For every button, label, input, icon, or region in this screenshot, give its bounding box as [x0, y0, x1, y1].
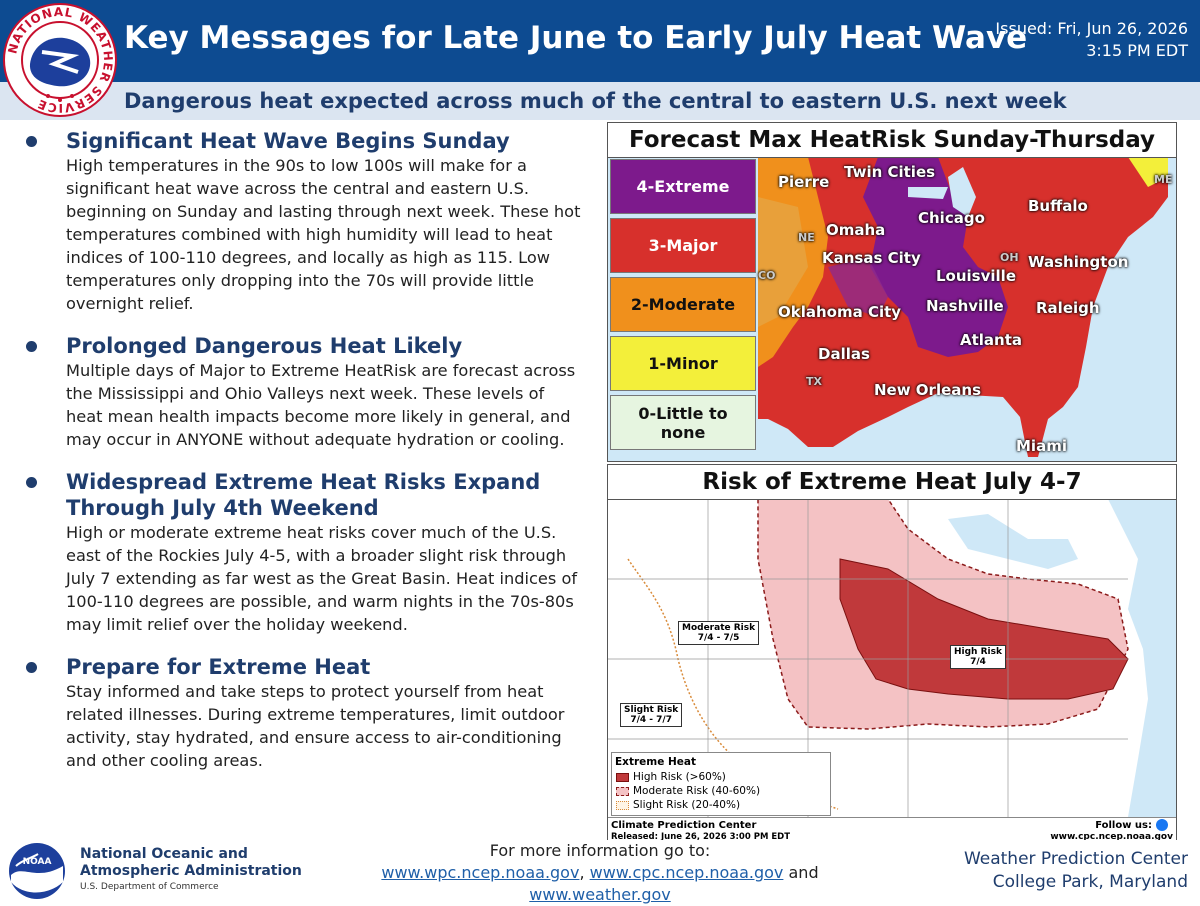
- legend-major: 3-Major: [610, 218, 756, 273]
- link-and: and: [788, 863, 819, 882]
- page-subtitle: Dangerous heat expected across much of t…: [124, 89, 1067, 113]
- key-message-2: Prolonged Dangerous Heat Likely Multiple…: [22, 333, 582, 451]
- page-title: Key Messages for Late June to Early July…: [124, 20, 1028, 56]
- legend-label: Slight Risk (20-40%): [633, 799, 741, 811]
- city-label: Omaha: [826, 221, 886, 239]
- noaa-department: U.S. Department of Commerce: [80, 882, 219, 892]
- wpc-city: College Park, Maryland: [992, 872, 1188, 892]
- state-label: ME: [1154, 173, 1173, 186]
- legend-swatch: [616, 772, 629, 782]
- noaa-logo-text: NOAA: [23, 857, 52, 867]
- key-message-4: Prepare for Extreme Heat Stay informed a…: [22, 654, 582, 772]
- nws-logo: NATIONAL WEATHER SERVICE: [3, 3, 117, 117]
- cpc-url[interactable]: www.cpc.ncep.noaa.gov: [1050, 832, 1173, 842]
- key-message-body: Stay informed and take steps to protect …: [66, 682, 565, 770]
- key-message-title: Significant Heat Wave Begins Sunday: [66, 129, 510, 153]
- slight-risk-text: Slight Risk: [624, 705, 679, 715]
- city-label: New Orleans: [874, 381, 981, 399]
- city-label: Washington: [1028, 253, 1129, 271]
- bullet-icon: [26, 662, 37, 673]
- legend-swatch: [616, 786, 629, 796]
- city-label: Oklahoma City: [778, 303, 902, 321]
- moderate-risk-label: Moderate Risk 7/4 - 7/5: [678, 621, 760, 645]
- key-message-body: Multiple days of Major to Extreme HeatRi…: [66, 361, 576, 449]
- footer: NOAA National Oceanic and Atmospheric Ad…: [0, 840, 1200, 904]
- legend-label: Moderate Risk (40-60%): [633, 785, 761, 797]
- city-label: Nashville: [926, 297, 1004, 315]
- moderate-risk-dates: 7/4 - 7/5: [697, 633, 740, 643]
- bullet-icon: [26, 341, 37, 352]
- bullet-icon: [26, 477, 37, 488]
- city-label: Dallas: [818, 345, 870, 363]
- extreme-heat-map-title: Risk of Extreme Heat July 4-7: [608, 465, 1176, 500]
- issued-time: Issued: Fri, Jun 26, 2026 3:15 PM EDT: [995, 18, 1188, 62]
- slight-risk-dates: 7/4 - 7/7: [630, 715, 672, 725]
- city-label: Louisville: [936, 267, 1016, 285]
- legend-label: High Risk (>60%): [633, 771, 726, 783]
- more-info: For more information go to: www.wpc.ncep…: [380, 840, 820, 906]
- cpc-name: Climate Prediction Center: [611, 820, 757, 831]
- wpc-name: Weather Prediction Center: [963, 849, 1188, 869]
- key-message-body: High temperatures in the 90s to low 100s…: [66, 156, 581, 313]
- high-risk-label: High Risk 7/4: [950, 645, 1006, 669]
- heatrisk-legend: 4-Extreme 3-Major 2-Moderate 1-Minor 0-L…: [610, 159, 756, 454]
- state-label: OH: [1000, 251, 1019, 264]
- link-separator: ,: [579, 863, 585, 882]
- legend-extreme: 4-Extreme: [610, 159, 756, 214]
- key-message-3: Widespread Extreme Heat Risks Expand Thr…: [22, 469, 582, 636]
- legend-moderate: 2-Moderate: [610, 277, 756, 332]
- high-risk-dates: 7/4: [970, 657, 986, 667]
- extreme-heat-legend: Extreme Heat High Risk (>60%) Moderate R…: [611, 752, 831, 816]
- cpc-released: Released: June 26, 2026 3:00 PM EDT: [611, 832, 791, 842]
- weather-gov-link[interactable]: www.weather.gov: [529, 885, 671, 904]
- city-label: Twin Cities: [844, 163, 936, 181]
- more-info-label: For more information go to:: [489, 841, 711, 860]
- city-label: Miami: [1016, 437, 1067, 455]
- heatrisk-map: Forecast Max HeatRisk Sunday-Thursday 4-…: [607, 122, 1177, 462]
- city-label: Raleigh: [1036, 299, 1100, 317]
- noaa-name-line2: Atmospheric Administration: [80, 863, 302, 879]
- wpc-location: Weather Prediction Center College Park, …: [964, 848, 1188, 894]
- legend-little: 0-Little to none: [610, 395, 756, 450]
- legend-minor: 1-Minor: [610, 336, 756, 391]
- key-messages: Significant Heat Wave Begins Sunday High…: [22, 128, 582, 790]
- cpc-footer: Climate Prediction Center Released: June…: [608, 817, 1176, 843]
- noaa-logo: NOAA: [9, 843, 65, 899]
- legend-item: High Risk (>60%): [616, 770, 830, 784]
- legend-swatch: [616, 800, 629, 810]
- city-label: Pierre: [778, 173, 830, 191]
- city-label: Atlanta: [960, 331, 1023, 349]
- key-message-title: Prepare for Extreme Heat: [66, 655, 371, 679]
- extreme-heat-map: Risk of Extreme Heat July 4-7 Moderate R…: [607, 464, 1177, 844]
- noaa-name-line1: National Oceanic and: [80, 846, 248, 862]
- state-label: CO: [758, 269, 776, 282]
- state-label: TX: [806, 375, 822, 388]
- subtitle-bar: Dangerous heat expected across much of t…: [0, 82, 1200, 120]
- wpc-link[interactable]: www.wpc.ncep.noaa.gov: [381, 863, 580, 882]
- cpc-link[interactable]: www.cpc.ncep.noaa.gov: [589, 863, 784, 882]
- high-risk-text: High Risk: [954, 647, 1002, 657]
- city-label: Chicago: [918, 209, 985, 227]
- city-label: Kansas City: [822, 249, 921, 267]
- noaa-name: National Oceanic and Atmospheric Adminis…: [80, 846, 302, 880]
- header-bar: Key Messages for Late June to Early July…: [0, 0, 1200, 82]
- bullet-icon: [26, 136, 37, 147]
- key-message-body: High or moderate extreme heat risks cove…: [66, 523, 578, 634]
- heatrisk-map-title: Forecast Max HeatRisk Sunday-Thursday: [608, 123, 1176, 158]
- key-message-1: Significant Heat Wave Begins Sunday High…: [22, 128, 582, 315]
- legend-title: Extreme Heat: [615, 756, 696, 768]
- legend-item: Slight Risk (20-40%): [616, 798, 830, 812]
- city-label: Buffalo: [1028, 197, 1088, 215]
- legend-item: Moderate Risk (40-60%): [616, 784, 830, 798]
- key-message-title: Prolonged Dangerous Heat Likely: [66, 334, 463, 358]
- state-label: NE: [798, 231, 815, 244]
- issued-clock: 3:15 PM EDT: [1086, 41, 1188, 60]
- facebook-icon[interactable]: [1156, 819, 1168, 831]
- key-message-title: Widespread Extreme Heat Risks Expand Thr…: [66, 470, 541, 520]
- follow-us: Follow us:: [1095, 820, 1152, 831]
- issued-date: Issued: Fri, Jun 26, 2026: [995, 19, 1188, 38]
- moderate-risk-text: Moderate Risk: [682, 623, 756, 633]
- slight-risk-label: Slight Risk 7/4 - 7/7: [620, 703, 683, 727]
